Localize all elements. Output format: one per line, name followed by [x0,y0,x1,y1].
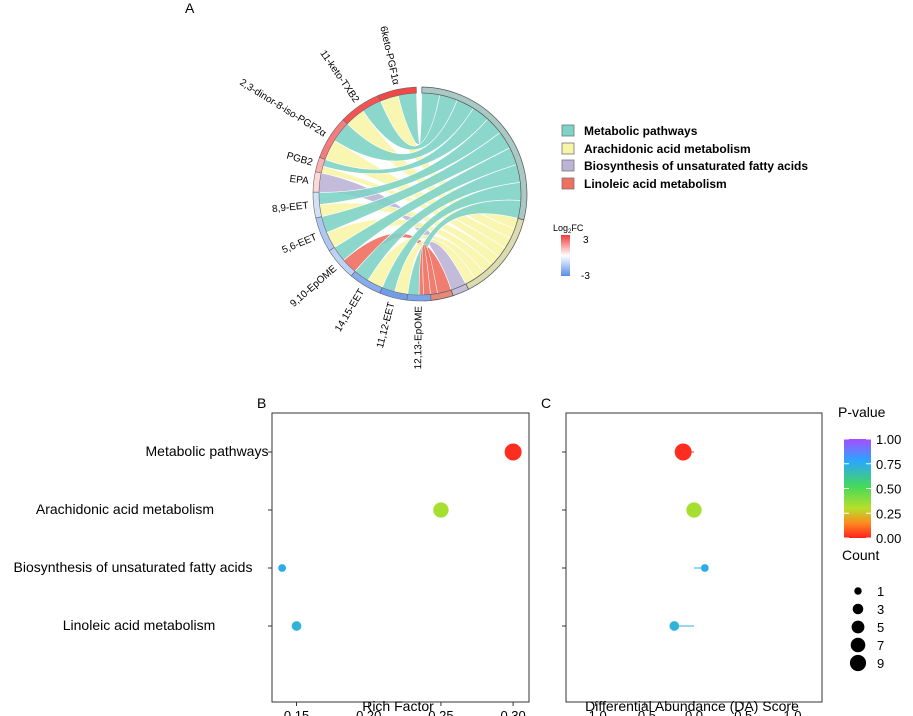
count-legend-title: Count [842,547,879,563]
panel-b-frame [271,412,530,703]
metabolite-sector [379,287,409,301]
log2fc-legend: Log2FC 3 -3 [553,223,590,282]
metabolite-label: 5,6-EET [281,232,319,256]
panel-b-y-ticks [268,451,272,627]
x-tick-label: 0.0 [685,708,703,716]
count-legend-dot [851,620,865,634]
panel-c-x-ticks: -1.0 -0.5 0.0 0.5 1.0 [584,702,802,716]
rich-factor-point [291,621,302,631]
metabolite-sector [312,171,322,193]
legend-label-biosynthesis: Biosynthesis of unsaturated fatty acids [584,159,808,173]
x-tick-label: -0.5 [634,708,656,716]
pvalue-tick-label: 1.00 [876,432,901,447]
metabolite-label: EPA [289,174,310,187]
count-legend-label: 7 [877,638,884,653]
metabolite-label: 14,15-EET [333,287,367,334]
pvalue-tick-label: 0.25 [876,506,901,521]
panel-c-xlabel: Differential Abundance (DA) Score [585,698,799,714]
log2fc-min-label: -3 [581,271,590,282]
rich-factor-point [278,564,287,572]
panel-b-points [278,443,522,631]
category-label-linoleic: Linoleic acid metabolism [63,617,216,633]
metabolite-label: 11-keto-TXB2 [317,48,361,105]
x-tick-label: 0.20 [356,708,381,716]
panel-c-points [669,443,709,631]
da-score-point [674,443,692,461]
metabolite-sector [406,293,432,302]
count-legend-dot [852,603,864,615]
panel-b: Metabolic pathways Arachidonic acid meta… [14,412,530,716]
rich-factor-point [504,443,522,461]
legend-label-arachidonic: Arachidonic acid metabolism [584,142,751,156]
metabolite-sector [319,119,348,160]
metabolite-sector [314,157,326,174]
panel-c: -1.0 -0.5 0.0 0.5 1.0 Differential Abundance… [562,412,823,716]
category-label-arachidonic: Arachidonic acid metabolism [36,501,214,517]
pvalue-tick-label: 0.00 [876,531,901,546]
log2fc-colorbar [561,235,570,276]
x-tick-label: 0.30 [500,708,525,716]
metabolite-label: 11,12-EET [375,301,397,349]
metabolite-sector [328,247,356,277]
x-tick-label: 0.5 [734,708,752,716]
count-legend-label: 9 [877,656,884,671]
count-legend: Count 1 3 5 7 9 [842,547,884,672]
metabolite-label: 6keto-PGF1α [377,25,401,86]
count-legend-dot [849,654,867,672]
pathway-legend: Metabolic pathways Arachidonic acid meta… [561,124,808,191]
category-label-biosynthesis: Biosynthesis of unsaturated fatty acids [14,559,253,575]
legend-label-metabolic: Metabolic pathways [584,124,698,138]
panel-label-c: C [541,395,551,411]
count-legend-label: 3 [877,602,884,617]
metabolite-sector [350,270,383,294]
count-legend-label: 5 [877,620,884,635]
log2fc-title: Log2FC [553,223,584,235]
pvalue-tick-label: 0.50 [876,482,901,497]
panel-b-x-ticks: 0.15 0.20 0.25 0.30 [284,702,526,716]
count-legend-dot [850,637,866,653]
legend-swatch-linoleic [561,177,575,190]
metabolite-label: 12,13-EpOME [413,306,425,370]
da-score-point [686,502,702,518]
panel-label-b: B [257,395,266,411]
da-score-point [669,621,680,631]
legend-swatch-arachidonic [561,142,575,155]
chord-diagram: 6keto-PGF1α 11-keto-TXB22,3-dinor-8-iso-P… [237,25,528,370]
metabolite-sector [312,191,322,219]
count-legend-label: 1 [877,584,884,599]
count-legend-items: 1 3 5 7 9 [849,584,884,672]
metabolite-label: 8,9-EET [272,200,310,215]
panel-c-frame [565,412,823,703]
chord-sectors [312,86,528,302]
da-score-point [700,564,709,572]
pvalue-tick-label: 0.75 [876,457,901,472]
x-tick-label: -1.0 [584,708,606,716]
legend-swatch-metabolic [561,124,575,137]
log2fc-max-label: 3 [583,235,589,246]
panel-label-a: A [185,0,195,16]
rich-factor-point [433,502,449,518]
x-tick-label: 0.25 [428,708,453,716]
metabolite-sector [315,216,335,252]
panel-c-y-ticks [562,451,566,627]
count-legend-dot [854,587,862,595]
legend-label-linoleic: Linoleic acid metabolism [584,177,727,191]
metabolite-label: PGB2 [285,151,314,169]
metabolite-label: 9,10-EpOME [288,263,339,309]
metabolite-sector [377,86,417,102]
category-label-metabolic: Metabolic pathways [146,443,269,459]
metabolite-sector [342,95,381,125]
pvalue-legend: P-value 1.00 0.75 0.50 0.25 0.00 [838,404,901,546]
metabolite-label: 2,3-dinor-8-iso-PGF2α [237,77,328,139]
x-tick-label: 0.15 [284,708,309,716]
pvalue-ticks: 1.00 0.75 0.50 0.25 0.00 [844,432,901,546]
pvalue-legend-title: P-value [838,404,886,420]
chord-ribbons [318,92,522,296]
panel-b-xlabel: Rich Factor [362,698,434,714]
x-tick-label: 1.0 [783,708,801,716]
legend-swatch-biosynthesis [561,159,575,172]
